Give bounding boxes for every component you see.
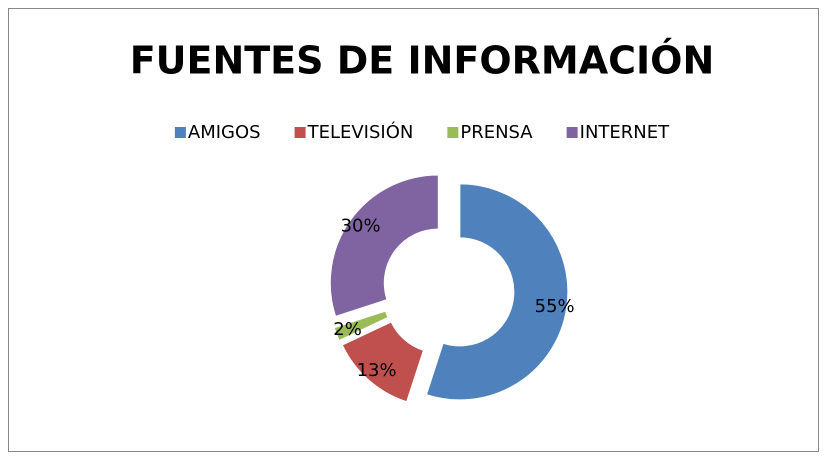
legend-swatch xyxy=(294,127,306,138)
legend-swatch xyxy=(174,127,186,138)
legend-item: PRENSA xyxy=(447,122,533,143)
legend-swatch xyxy=(566,127,578,138)
doughnut-slice xyxy=(425,183,569,401)
legend-label: AMIGOS xyxy=(188,122,261,143)
data-label: 2% xyxy=(333,319,362,340)
data-labels: 55% 13% 2% 30% xyxy=(333,216,574,381)
legend-item: TELEVISIÓN xyxy=(294,121,414,143)
data-label: 30% xyxy=(341,216,381,237)
legend-swatch xyxy=(447,127,459,138)
data-label: 55% xyxy=(535,296,575,317)
doughnut-slice xyxy=(333,310,389,342)
legend-label: TELEVISIÓN xyxy=(307,121,414,143)
chart-title: FUENTES DE INFORMACIÓN xyxy=(130,39,715,83)
plot-area xyxy=(329,174,569,403)
legend-label: INTERNET xyxy=(580,122,670,143)
doughnut-slice xyxy=(329,174,439,317)
data-label: 13% xyxy=(357,360,397,381)
legend: AMIGOS TELEVISIÓN PRENSA INTERNET xyxy=(174,121,670,143)
legend-item: AMIGOS xyxy=(174,122,261,143)
doughnut-slice xyxy=(341,321,425,403)
legend-item: INTERNET xyxy=(566,122,670,143)
legend-label: PRENSA xyxy=(460,122,533,143)
